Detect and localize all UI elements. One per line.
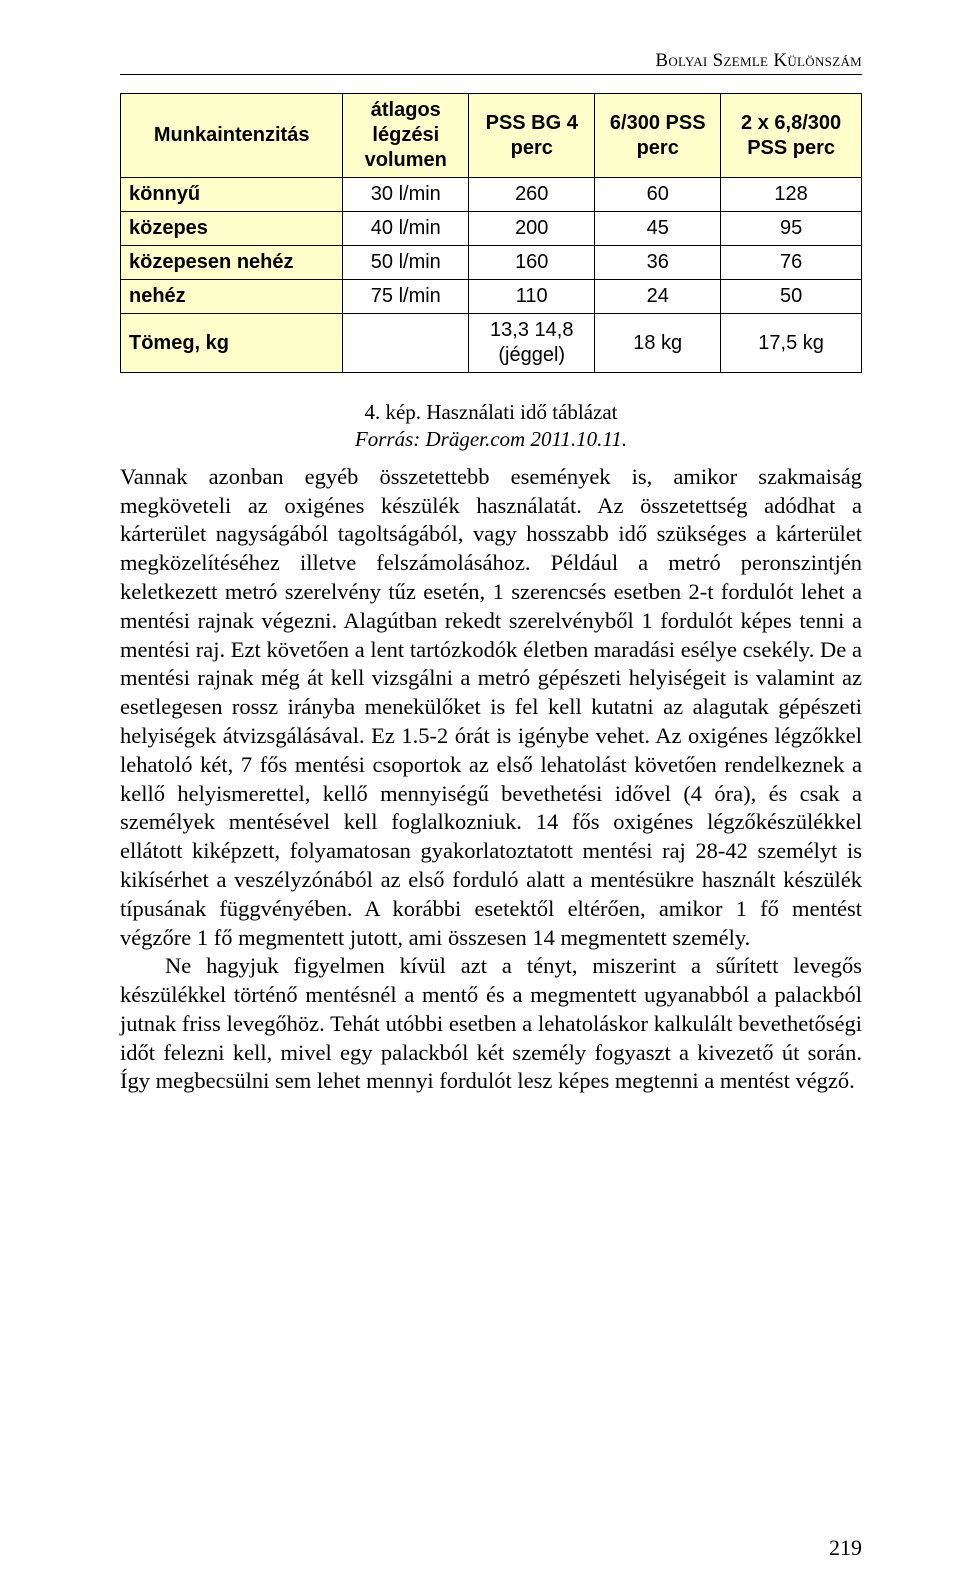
cell: 45: [595, 212, 721, 246]
cell: 50: [721, 280, 862, 314]
table-row: Tömeg, kg 13,3 14,8 (jéggel) 18 kg 17,5 …: [121, 314, 862, 373]
table-caption: 4. kép. Használati idő táblázat Forrás: …: [120, 399, 862, 453]
caption-source: Forrás: Dräger.com 2011.10.11.: [355, 427, 627, 451]
cell: 17,5 kg: [721, 314, 862, 373]
running-head: Bolyai Szemle Különszám: [120, 50, 862, 72]
cell: 50 l/min: [343, 246, 469, 280]
row-label: könnyű: [121, 178, 343, 212]
cell: 30 l/min: [343, 178, 469, 212]
table-row: közepesen nehéz 50 l/min 160 36 76: [121, 246, 862, 280]
usage-time-table: Munkaintenzitás átlagos légzési volumen …: [120, 93, 862, 373]
row-label: közepes: [121, 212, 343, 246]
cell: 60: [595, 178, 721, 212]
cell: 260: [469, 178, 595, 212]
cell: 75 l/min: [343, 280, 469, 314]
col-header: átlagos légzési volumen: [343, 94, 469, 178]
col-header: 6/300 PSS perc: [595, 94, 721, 178]
body-text: Vannak azonban egyéb összetettebb esemén…: [120, 463, 862, 1097]
col-header: PSS BG 4 perc: [469, 94, 595, 178]
table-row: nehéz 75 l/min 110 24 50: [121, 280, 862, 314]
table-header-row: Munkaintenzitás átlagos légzési volumen …: [121, 94, 862, 178]
paragraph: Ne hagyjuk figyelmen kívül azt a tényt, …: [120, 952, 862, 1096]
cell: [343, 314, 469, 373]
row-label: közepesen nehéz: [121, 246, 343, 280]
table-row: könnyű 30 l/min 260 60 128: [121, 178, 862, 212]
cell: 36: [595, 246, 721, 280]
row-label: Tömeg, kg: [121, 314, 343, 373]
cell: 76: [721, 246, 862, 280]
col-header: 2 x 6,8/300 PSS perc: [721, 94, 862, 178]
page-number: 219: [829, 1535, 862, 1561]
cell: 40 l/min: [343, 212, 469, 246]
col-header: Munkaintenzitás: [121, 94, 343, 178]
table-row: közepes 40 l/min 200 45 95: [121, 212, 862, 246]
cell: 200: [469, 212, 595, 246]
page: Bolyai Szemle Különszám Munkaintenzitás …: [0, 0, 960, 1591]
cell: 160: [469, 246, 595, 280]
cell: 13,3 14,8 (jéggel): [469, 314, 595, 373]
cell: 95: [721, 212, 862, 246]
paragraph: Vannak azonban egyéb összetettebb esemén…: [120, 463, 862, 953]
header-rule: [120, 74, 862, 75]
row-label: nehéz: [121, 280, 343, 314]
cell: 24: [595, 280, 721, 314]
cell: 18 kg: [595, 314, 721, 373]
cell: 128: [721, 178, 862, 212]
cell: 110: [469, 280, 595, 314]
caption-title: 4. kép. Használati idő táblázat: [364, 400, 617, 424]
